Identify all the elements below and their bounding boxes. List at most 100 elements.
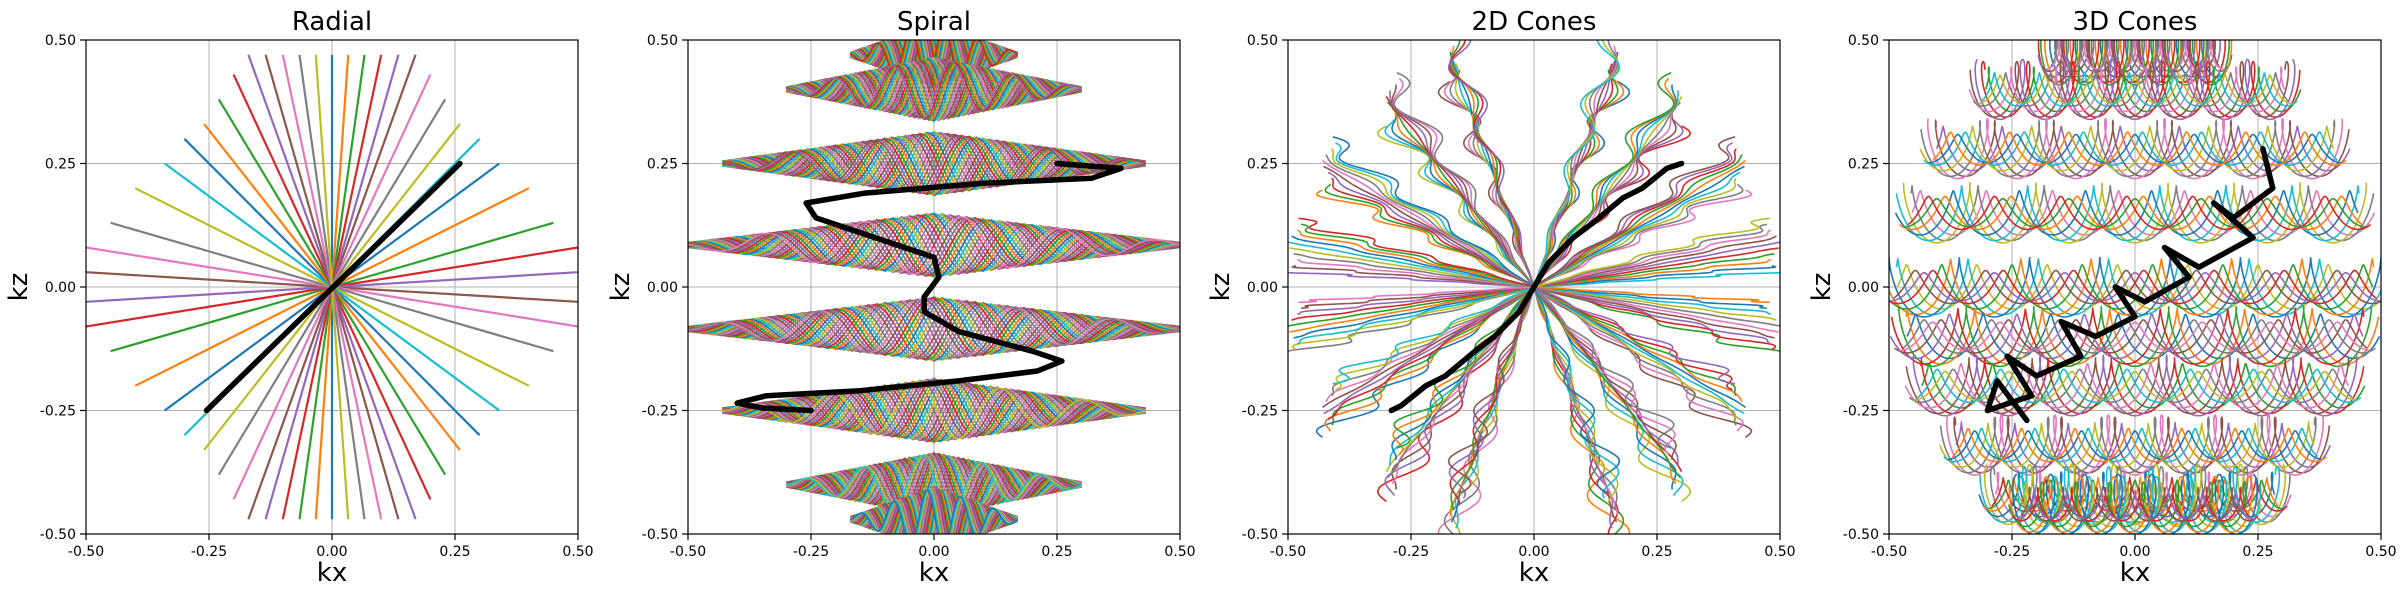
panel-spiral-ylabel: kz xyxy=(606,273,636,302)
cone-3d-trajectory xyxy=(1917,368,2362,404)
cone-trajectory xyxy=(1327,171,1535,288)
cone-3d-trajectory xyxy=(1889,256,2375,316)
cone-trajectory xyxy=(1332,286,1535,385)
panel-spiral-xlabel: kx xyxy=(919,558,949,588)
cone-trajectory xyxy=(1533,217,1770,288)
cone-3d-trajectory xyxy=(1906,313,2381,360)
cone-3d-trajectory xyxy=(2020,485,2258,522)
y-tick-label: -0.25 xyxy=(40,404,76,420)
cone-trajectory xyxy=(1291,286,1535,321)
panel-3d-cones-title: 3D Cones xyxy=(2073,7,2198,37)
x-tick-label: -0.50 xyxy=(1270,544,1306,560)
highlight-trajectory xyxy=(734,160,1124,414)
cone-trajectory xyxy=(1288,286,1535,327)
x-tick-label: 0.25 xyxy=(1041,544,1072,560)
cone-3d-trajectory xyxy=(1889,271,2381,303)
spiral-interleaf xyxy=(688,216,1180,275)
y-tick-label: -0.25 xyxy=(1242,404,1278,420)
cone-trajectory xyxy=(1533,223,1768,288)
cone-trajectory xyxy=(1533,286,1770,304)
x-tick-label: -0.50 xyxy=(1871,544,1907,560)
spiral-interleaf xyxy=(722,136,1146,196)
x-tick-label: 0.25 xyxy=(439,544,470,560)
highlight-trajectory xyxy=(203,160,463,414)
cone-trajectory xyxy=(1533,253,1775,288)
spiral-interleaf xyxy=(850,489,1019,534)
x-tick-label: -0.50 xyxy=(68,544,104,560)
cone-trajectory xyxy=(1533,235,1777,288)
x-tick-label: 0.00 xyxy=(2119,544,2150,560)
cone-trajectory xyxy=(1301,286,1535,309)
cone-trajectory xyxy=(1315,189,1535,288)
spiral-interleaf xyxy=(688,295,1180,357)
cone-trajectory xyxy=(1300,223,1535,288)
highlight-trajectory xyxy=(1984,145,2276,424)
y-tick-label: 0.00 xyxy=(45,280,76,296)
y-tick-label: 0.50 xyxy=(1848,33,1879,49)
cone-3d-trajectory xyxy=(1920,118,2336,178)
cone-3d-trajectory xyxy=(1902,319,2376,354)
cone-3d-trajectory xyxy=(1989,465,2291,524)
cone-trajectory xyxy=(1297,259,1535,288)
cone-3d-trajectory xyxy=(2039,40,2231,86)
cone-trajectory xyxy=(1533,241,1780,288)
cone-3d-trajectory xyxy=(1979,465,2281,524)
x-tick-label: 0.00 xyxy=(918,544,949,560)
cone-trajectory xyxy=(1393,286,1535,449)
cone-trajectory xyxy=(1324,183,1535,288)
panel-spiral: Spiral -0.50 -0.25 0.00 0.25 0.50 -0.50 -0.25… xyxy=(606,7,1196,588)
cone-trajectory xyxy=(1323,286,1535,415)
y-tick-label: -0.25 xyxy=(1843,404,1879,420)
cone-trajectory xyxy=(1325,286,1535,403)
x-tick-label: 0.25 xyxy=(1641,544,1672,560)
cone-3d-trajectory xyxy=(1932,131,2347,167)
cone-3d-trajectory xyxy=(1905,356,2350,415)
cone-trajectory xyxy=(1533,229,1771,288)
y-tick-label: 0.25 xyxy=(1247,157,1278,173)
cone-3d-trajectory xyxy=(1926,117,2344,180)
cone-trajectory xyxy=(1533,286,1621,494)
cone-trajectory xyxy=(1533,286,1681,479)
cone-trajectory xyxy=(1533,286,1777,321)
y-tick-label: 0.50 xyxy=(1247,33,1278,49)
cone-trajectory xyxy=(1533,247,1779,288)
y-tick-label: -0.50 xyxy=(1843,527,1879,543)
cone-3d-trajectory xyxy=(1943,427,2319,463)
cone-trajectory xyxy=(1332,136,1535,288)
cone-3d-trajectory xyxy=(1969,60,2290,118)
cone-trajectory xyxy=(1448,40,1535,288)
highlight-trajectory xyxy=(1388,160,1685,414)
x-tick-label: 0.50 xyxy=(562,544,593,560)
spiral-interleaf xyxy=(688,297,1180,358)
x-tick-label: -0.25 xyxy=(1994,544,2030,560)
panel-3d-cones-xlabel: kx xyxy=(2120,558,2150,588)
cone-trajectory xyxy=(1298,217,1535,288)
cone-3d-trajectory xyxy=(2050,40,2229,73)
spiral-interleaf xyxy=(786,62,1082,122)
x-tick-label: 0.50 xyxy=(2365,544,2396,560)
cone-3d-trajectory xyxy=(1898,304,2372,368)
y-tick-label: 0.00 xyxy=(1247,280,1278,296)
cone-3d-trajectory xyxy=(1935,124,2351,172)
cone-trajectory xyxy=(1533,286,1743,403)
y-tick-label: 0.25 xyxy=(45,157,76,173)
cone-3d-trajectory xyxy=(1898,195,2363,231)
spiral-interleaf xyxy=(722,380,1146,440)
cone-trajectory xyxy=(1533,183,1744,288)
cone-3d-trajectory xyxy=(1907,195,2372,231)
panel-radial: Radial -0.50 -0.25 0.00 0.25 0.50 -0.50 -0.25… xyxy=(4,7,594,588)
cone-trajectory xyxy=(1288,271,1535,288)
cone-trajectory xyxy=(1533,286,1620,499)
y-tick-label: 0.25 xyxy=(1848,157,1879,173)
cone-trajectory xyxy=(1293,253,1535,288)
cone-trajectory xyxy=(1447,286,1535,494)
cone-trajectory xyxy=(1297,286,1535,315)
x-tick-label: -0.25 xyxy=(793,544,829,560)
cone-trajectory xyxy=(1392,286,1535,455)
cone-trajectory xyxy=(1533,271,1780,288)
spiral-interleaf xyxy=(850,487,1018,534)
panel-radial-ylabel: kz xyxy=(4,273,34,302)
x-tick-label: -0.25 xyxy=(191,544,227,560)
cone-3d-trajectory xyxy=(1890,307,2365,365)
cone-trajectory xyxy=(1533,286,1676,455)
